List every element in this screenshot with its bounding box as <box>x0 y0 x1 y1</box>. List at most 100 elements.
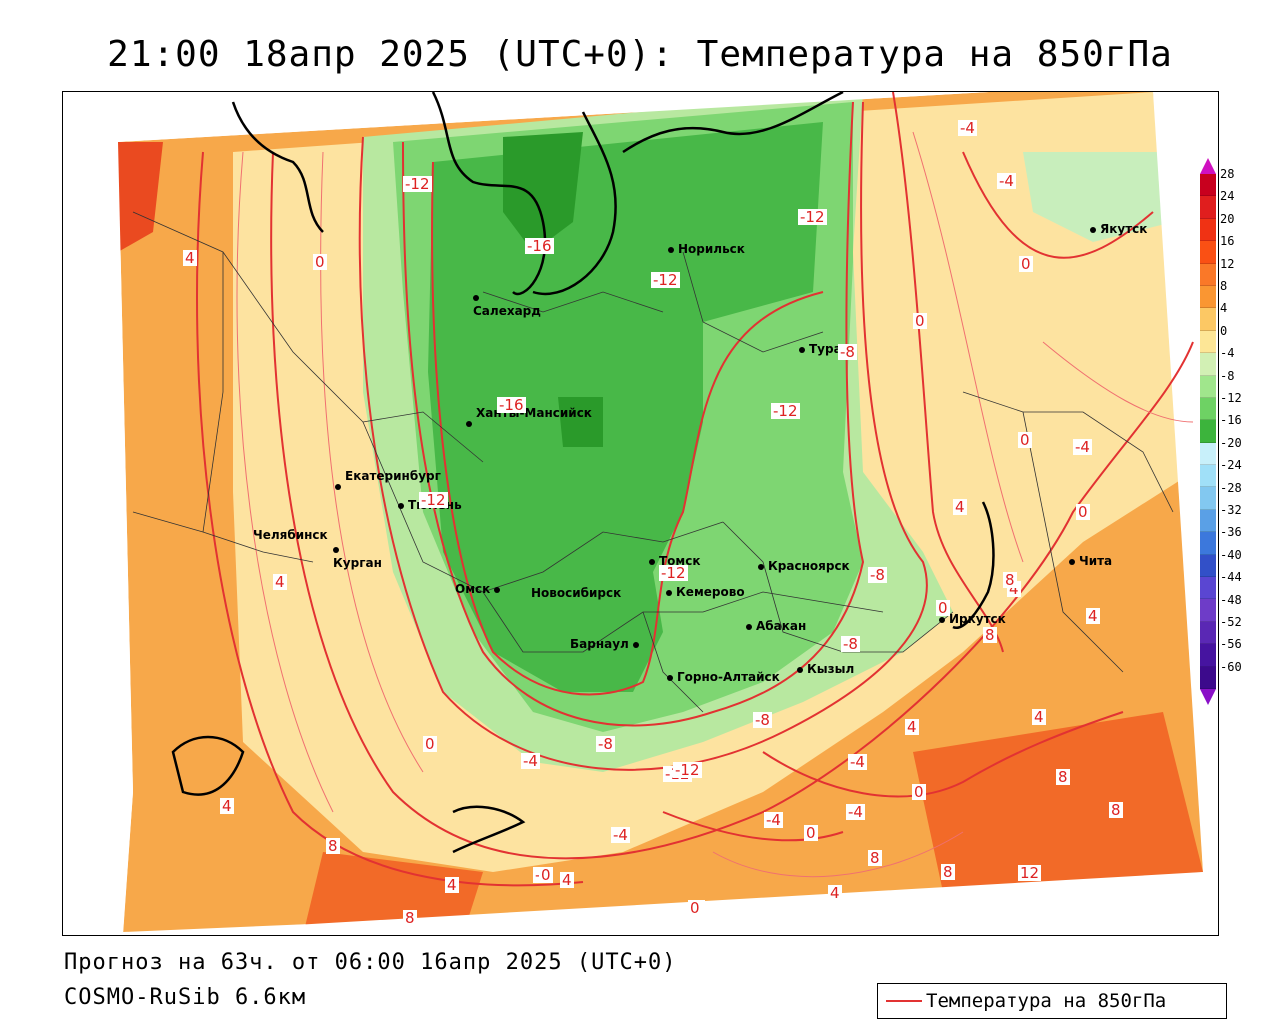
scale-tick-label: 8 <box>1220 279 1228 293</box>
contour-label: 0 <box>423 735 437 753</box>
city-omsk: Омск <box>455 582 504 596</box>
scale-tick-label: -44 <box>1220 570 1242 585</box>
model-info: COSMO-RuSib 6.6км <box>64 985 307 1010</box>
isotherm-minor-lines <box>236 131 1194 878</box>
city-dot-icon <box>335 483 341 490</box>
contour-label: -8 <box>753 711 772 729</box>
scale-tick-label: -12 <box>1220 391 1242 405</box>
city-dot-icon <box>398 502 404 509</box>
scale-segment <box>1200 621 1216 645</box>
coastlines <box>171 92 995 854</box>
scale-tick-label: -24 <box>1220 458 1242 473</box>
scale-segment <box>1200 174 1216 197</box>
scale-segment <box>1200 487 1216 510</box>
city-dot-icon <box>466 420 472 427</box>
contour-label: 4 <box>905 718 919 736</box>
scale-tick-label: -8 <box>1220 368 1235 383</box>
city-dot-icon <box>649 558 655 565</box>
scale-segment <box>1200 330 1216 354</box>
contour-label: -12 <box>673 761 702 779</box>
city-label: Ханты-Мансийск <box>476 406 592 420</box>
contour-label: -16 <box>525 237 554 255</box>
contour-label: -8 <box>596 735 615 753</box>
scale-segment <box>1200 263 1216 286</box>
city-norilsk: Норильск <box>668 242 745 256</box>
city-label: Якутск <box>1100 222 1148 236</box>
scale-segment <box>1200 644 1216 667</box>
scale-segment <box>1200 285 1216 309</box>
city-chita: Чита <box>1069 554 1112 568</box>
city-kemerovo: Кемерово <box>666 585 745 599</box>
map-title: 21:00 18апр 2025 (UTC+0): Температура на… <box>107 34 1173 75</box>
contour-label: -4 <box>958 119 977 137</box>
city-dot-icon <box>473 294 479 301</box>
region-darkest-green-1 <box>503 132 583 252</box>
city-irkutsk: Иркутск <box>939 612 1006 626</box>
contour-label: 4 <box>1086 607 1100 625</box>
city-label: Норильск <box>678 242 745 256</box>
contour-label: 0 <box>1018 431 1032 449</box>
scale-tick-label: 4 <box>1220 301 1228 316</box>
scale-segment <box>1200 375 1216 398</box>
city-dot-icon <box>939 616 945 623</box>
scale-tick-label: -16 <box>1220 413 1242 428</box>
domain-outside-top <box>63 92 1218 142</box>
region-hot-1 <box>913 712 1203 892</box>
region-dark-green <box>428 122 823 692</box>
contour-label: -4 <box>1073 438 1092 456</box>
city-label: Кызыл <box>807 662 855 676</box>
city-dot-icon <box>632 641 639 648</box>
region-hot-3 <box>118 142 163 252</box>
scale-tick-label: 16 <box>1220 234 1235 249</box>
domain-outside-left <box>63 92 133 935</box>
city-dot-icon <box>667 674 673 681</box>
contour-label: 8 <box>941 863 955 881</box>
contour-label: 0 <box>539 866 553 884</box>
contour-label: 0 <box>1019 255 1033 273</box>
city-dot-icon <box>799 346 805 353</box>
city-kyzyl: Кызыл <box>797 662 854 676</box>
city-dot-icon <box>668 246 674 253</box>
city-label: Абакан <box>756 619 807 633</box>
city-dot-icon <box>746 623 752 630</box>
contour-label: 0 <box>913 312 927 330</box>
contour-label: -12 <box>659 564 688 582</box>
contour-label: 4 <box>828 884 842 902</box>
city-kurgan: Курган <box>333 542 382 570</box>
contour-label: 0 <box>936 599 950 617</box>
city-abakan: Абакан <box>746 619 806 633</box>
city-chelyabinsk: Челябинск <box>253 528 328 542</box>
forecast-info: Прогноз на 63ч. от 06:00 16апр 2025 (UTC… <box>64 950 677 975</box>
region-darkest-green-2 <box>558 397 603 447</box>
map-area: Норильск Салехард Тура Якутск Ханты-Манс… <box>62 91 1219 936</box>
contour-label: -12 <box>651 271 680 289</box>
contour-label: -8 <box>841 635 860 653</box>
scale-segment <box>1200 218 1216 242</box>
contour-label: 4 <box>273 573 287 591</box>
scale-tick-label: -28 <box>1220 480 1242 495</box>
contour-label: -16 <box>497 396 526 414</box>
city-label: Кемерово <box>676 585 745 599</box>
scale-up-arrow-icon <box>1200 158 1216 174</box>
city-dot-icon <box>1090 226 1096 233</box>
city-label: Иркутск <box>949 612 1006 626</box>
city-dot-icon <box>494 586 501 593</box>
city-label: Горно-Алтайск <box>677 670 780 684</box>
contour-label: 4 <box>560 871 574 889</box>
city-yakutsk: Якутск <box>1090 222 1147 236</box>
city-label: Барнаул <box>570 637 629 651</box>
map-legend: Температура на 850гПа <box>877 983 1227 1019</box>
scale-segment <box>1200 577 1216 600</box>
city-label: Чита <box>1079 554 1113 568</box>
scale-segment <box>1200 397 1216 421</box>
scale-tick-label: 24 <box>1220 189 1235 204</box>
scale-segment <box>1200 554 1216 578</box>
city-tomsk: Томск <box>649 554 701 568</box>
contour-label: 8 <box>403 909 417 927</box>
temperature-map <box>63 92 1218 935</box>
contour-label: 8 <box>868 849 882 867</box>
legend-line-swatch <box>886 1000 922 1002</box>
city-label: Екатеринбург <box>345 469 441 483</box>
city-label: Курган <box>333 556 382 570</box>
scale-tick-label: 0 <box>1220 323 1228 338</box>
